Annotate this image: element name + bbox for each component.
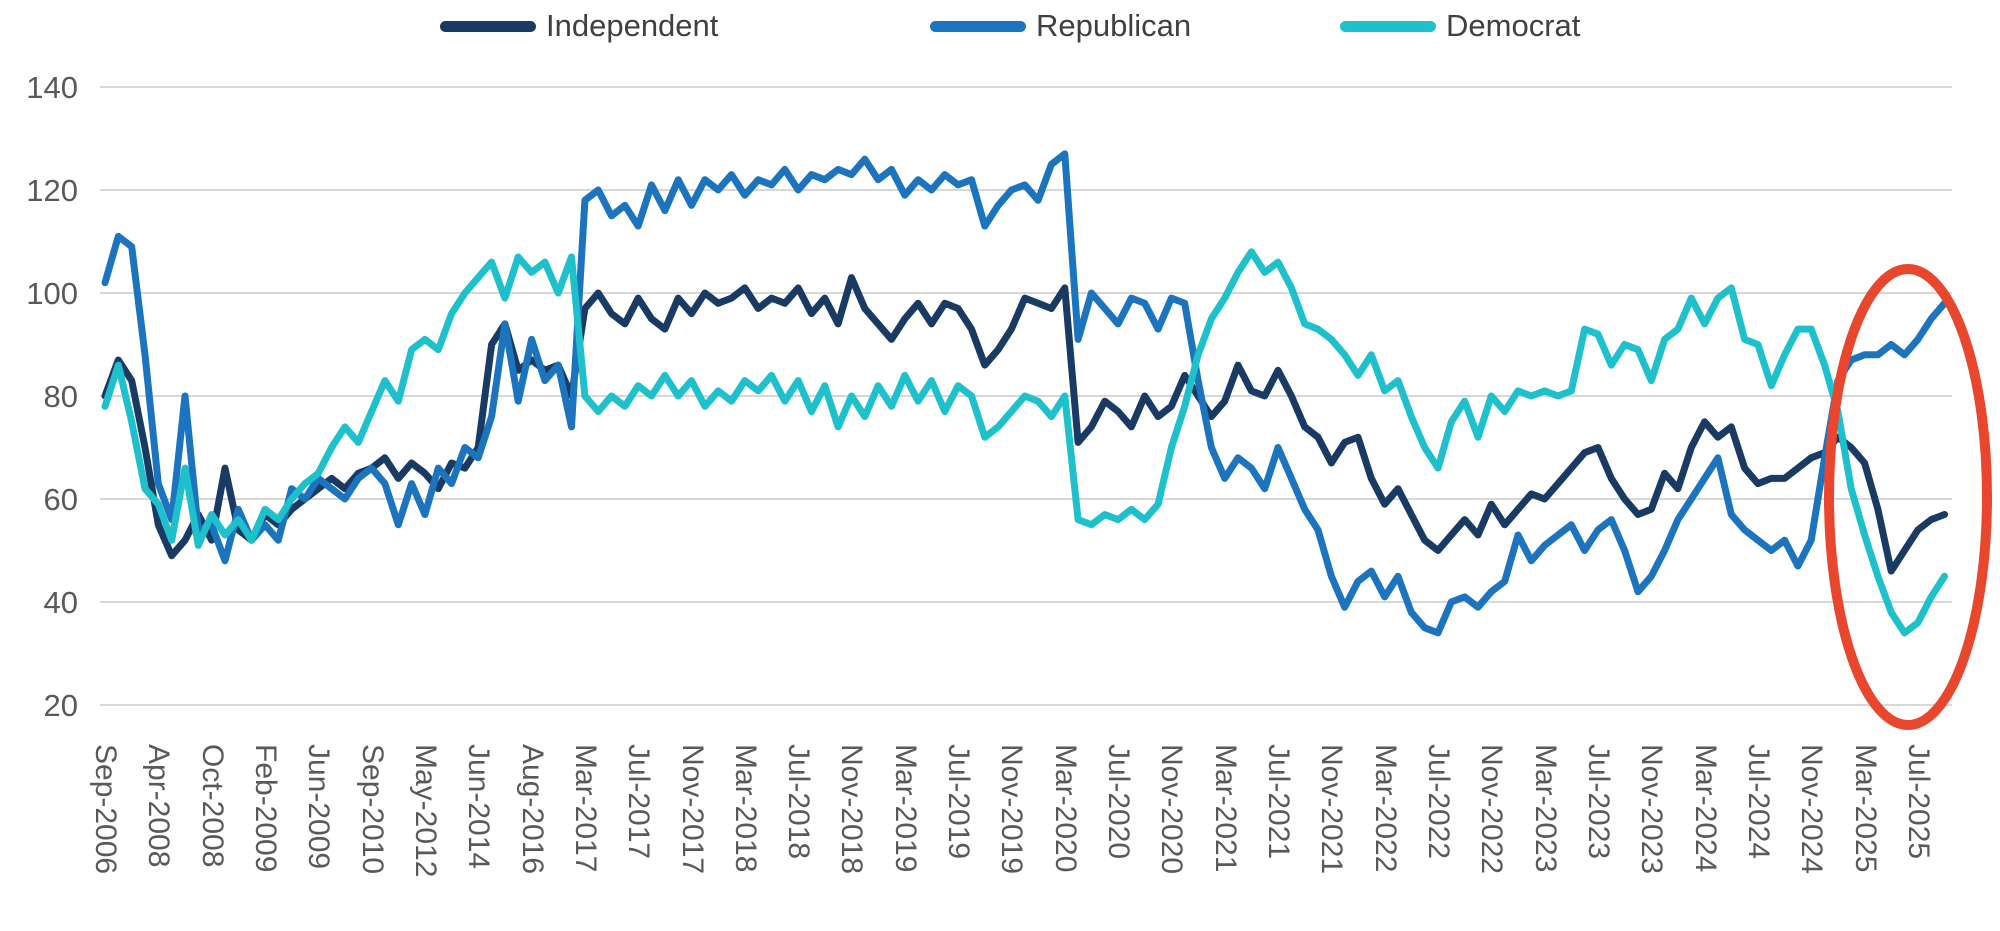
- x-axis-label: Mar-2024: [1688, 744, 1722, 873]
- x-axis-label: Aug-2016: [515, 744, 549, 875]
- x-axis-label: Mar-2018: [728, 744, 762, 873]
- x-axis-label: Jun-2009: [302, 744, 336, 870]
- x-axis-label: Jul-2024: [1741, 744, 1775, 860]
- x-axis-label: Mar-2023: [1528, 744, 1562, 873]
- y-axis-label: 100: [26, 276, 78, 311]
- x-axis-label: Jul-2019: [942, 744, 976, 860]
- legend-item-independent: Independent: [440, 4, 718, 48]
- x-axis-label: Nov-2024: [1795, 744, 1829, 875]
- independent-swatch-icon: [440, 20, 536, 32]
- x-axis-label: May-2012: [408, 744, 442, 878]
- x-axis-label: Nov-2018: [835, 744, 869, 875]
- x-axis-label: Nov-2017: [675, 744, 709, 875]
- x-axis-label: Nov-2022: [1475, 744, 1509, 875]
- republican-line: [101, 150, 1948, 637]
- x-axis-label: Nov-2021: [1315, 744, 1349, 875]
- x-axis-label: Mar-2022: [1368, 744, 1402, 873]
- x-axis-label: Jul-2023: [1581, 744, 1615, 860]
- legend-item-republican: Republican: [930, 4, 1191, 48]
- highlight-ellipse: [1824, 264, 1992, 730]
- x-axis-label: Jul-2025: [1901, 744, 1935, 860]
- x-axis-label: Sep-2010: [355, 744, 389, 875]
- y-axis-label: 40: [43, 585, 78, 620]
- x-axis-label: Sep-2006: [89, 744, 122, 875]
- y-axis-label: 20: [43, 688, 78, 723]
- x-axis-label: Nov-2020: [1155, 744, 1189, 875]
- x-axis-label: Mar-2025: [1848, 744, 1882, 873]
- x-axis-label: Jul-2017: [622, 744, 656, 860]
- x-axis-label: Jul-2020: [1102, 744, 1136, 860]
- legend-item-democrat: Democrat: [1340, 4, 1580, 48]
- republican-swatch-icon: [930, 20, 1026, 32]
- legend-label-republican: Republican: [1036, 8, 1192, 43]
- y-axis-label: 60: [43, 482, 78, 517]
- x-axis-label: Mar-2017: [568, 744, 602, 873]
- x-axis-label: Mar-2021: [1208, 744, 1242, 873]
- x-axis-label: Feb-2009: [248, 744, 282, 873]
- x-axis-label: Nov-2023: [1635, 744, 1669, 875]
- democrat-line: [101, 248, 1948, 637]
- independent-line: [101, 274, 1948, 575]
- x-axis-label: Mar-2019: [888, 744, 922, 873]
- x-axis-label: Mar-2020: [1048, 744, 1082, 873]
- y-axis-label: 80: [43, 379, 78, 414]
- x-axis-label: Oct-2008: [195, 744, 229, 868]
- x-axis-label: Nov-2019: [995, 744, 1029, 875]
- democrat-swatch-icon: [1340, 20, 1436, 32]
- x-axis-label: Apr-2008: [142, 744, 176, 868]
- y-axis-label: 140: [26, 70, 78, 105]
- x-axis-label: Jun-2014: [462, 744, 496, 870]
- chart-legend: Independent Republican Democrat: [0, 4, 2000, 48]
- legend-label-democrat: Democrat: [1446, 8, 1581, 43]
- legend-label-independent: Independent: [546, 8, 719, 43]
- x-axis-label: Jul-2022: [1422, 744, 1455, 860]
- x-axis-label: Jul-2021: [1262, 744, 1296, 860]
- x-axis-label: Jul-2018: [782, 744, 816, 860]
- y-axis-label: 120: [26, 173, 78, 208]
